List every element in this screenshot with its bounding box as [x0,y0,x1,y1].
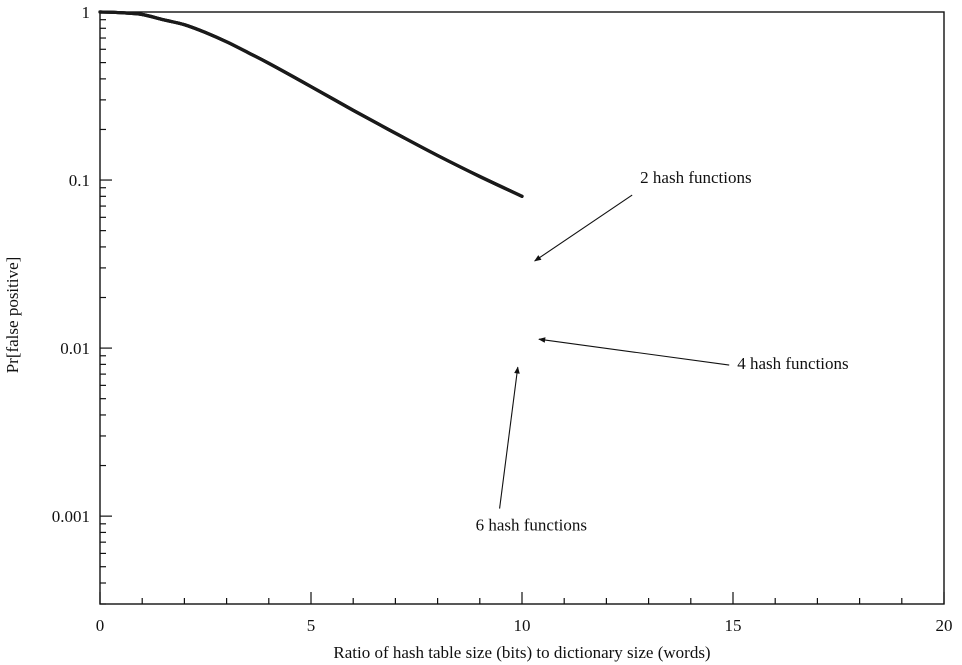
x-tick-label: 15 [725,616,742,635]
annotation-arrow [534,194,633,262]
annotation-label: 4 hash functions [737,354,848,373]
annotation-label: 6 hash functions [476,516,587,535]
series-line-k6 [98,10,524,198]
x-axis-label: Ratio of hash table size (bits) to dicti… [333,643,710,662]
series-line-k4 [98,10,524,198]
annotation-arrow [538,337,730,366]
y-tick-label: 0.1 [69,171,90,190]
annotation-arrow [499,366,520,509]
y-tick-label: 0.01 [60,339,90,358]
annotation-label: 2 hash functions [640,168,751,187]
x-tick-label: 0 [96,616,105,635]
x-tick-label: 20 [936,616,953,635]
y-tick-label: 0.001 [52,507,90,526]
y-tick-label: 1 [82,3,91,22]
series-line-k2 [98,10,524,198]
x-tick-label: 5 [307,616,316,635]
y-axis-label: Pr[false positive] [3,257,22,374]
x-tick-label: 10 [514,616,531,635]
